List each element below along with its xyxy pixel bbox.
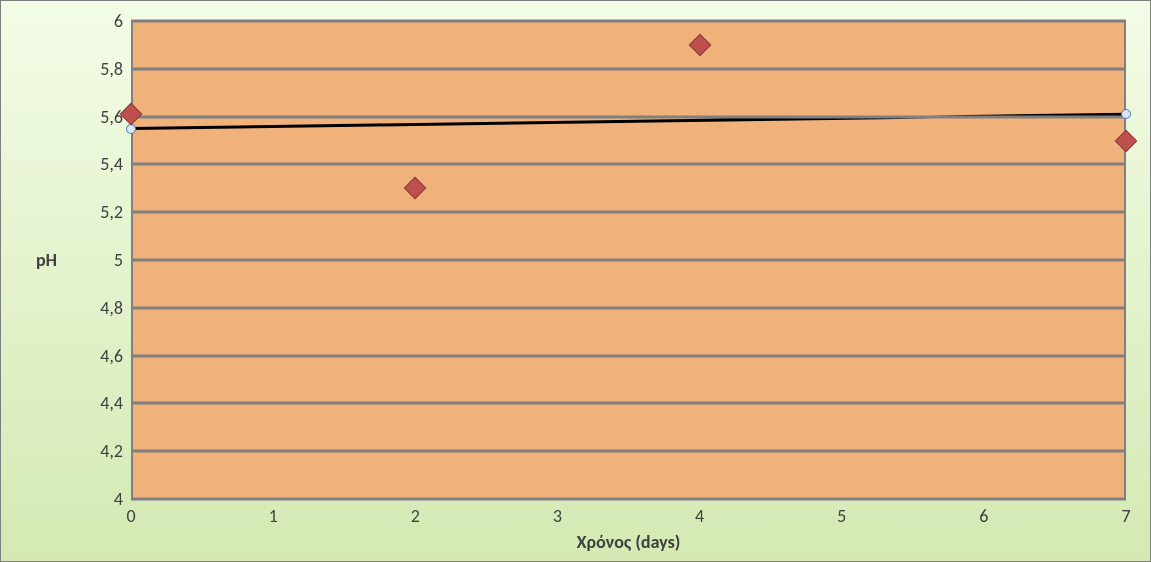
data-point-marker xyxy=(688,34,711,57)
gridline-horizontal xyxy=(131,450,1126,453)
y-tick-label: 5,2 xyxy=(100,201,123,223)
gridline-horizontal xyxy=(131,498,1126,501)
gridline-horizontal xyxy=(131,211,1126,214)
y-axis-title: pH xyxy=(36,249,57,271)
gridline-horizontal xyxy=(131,259,1126,262)
y-tick-label: 4 xyxy=(114,488,123,510)
x-axis-title: Χρόνος (days) xyxy=(577,531,681,553)
plot-area: 44,24,44,64,855,25,45,65,8601234567 xyxy=(131,21,1126,499)
y-tick-label: 4,8 xyxy=(100,297,123,319)
x-tick-label: 5 xyxy=(837,505,846,527)
y-tick-label: 5,6 xyxy=(100,106,123,128)
gridline-horizontal xyxy=(131,20,1126,23)
data-point-marker xyxy=(1115,129,1138,152)
x-tick-label: 6 xyxy=(979,505,988,527)
y-tick-label: 6 xyxy=(114,10,123,32)
y-axis-line xyxy=(131,21,133,499)
line-endpoint-marker xyxy=(1121,109,1131,119)
y-tick-label: 5 xyxy=(114,249,123,271)
y-tick-label: 4,4 xyxy=(100,392,123,414)
plot-right-border xyxy=(1124,21,1126,499)
data-point-marker xyxy=(404,177,427,200)
x-tick-label: 3 xyxy=(553,505,562,527)
data-point-marker xyxy=(120,103,143,126)
chart-container: 44,24,44,64,855,25,45,65,8601234567 pH Χ… xyxy=(0,0,1151,562)
y-tick-label: 5,8 xyxy=(100,58,123,80)
y-tick-label: 4,6 xyxy=(100,345,123,367)
x-tick-label: 1 xyxy=(269,505,278,527)
gridline-horizontal xyxy=(131,402,1126,405)
x-tick-label: 7 xyxy=(1121,505,1130,527)
y-tick-label: 5,4 xyxy=(100,153,123,175)
y-tick-label: 4,2 xyxy=(100,440,123,462)
gridline-horizontal xyxy=(131,354,1126,357)
x-tick-label: 4 xyxy=(695,505,704,527)
gridline-horizontal xyxy=(131,163,1126,166)
gridline-horizontal xyxy=(131,115,1126,118)
x-tick-label: 2 xyxy=(411,505,420,527)
gridline-horizontal xyxy=(131,67,1126,70)
gridline-horizontal xyxy=(131,306,1126,309)
x-tick-label: 0 xyxy=(126,505,135,527)
